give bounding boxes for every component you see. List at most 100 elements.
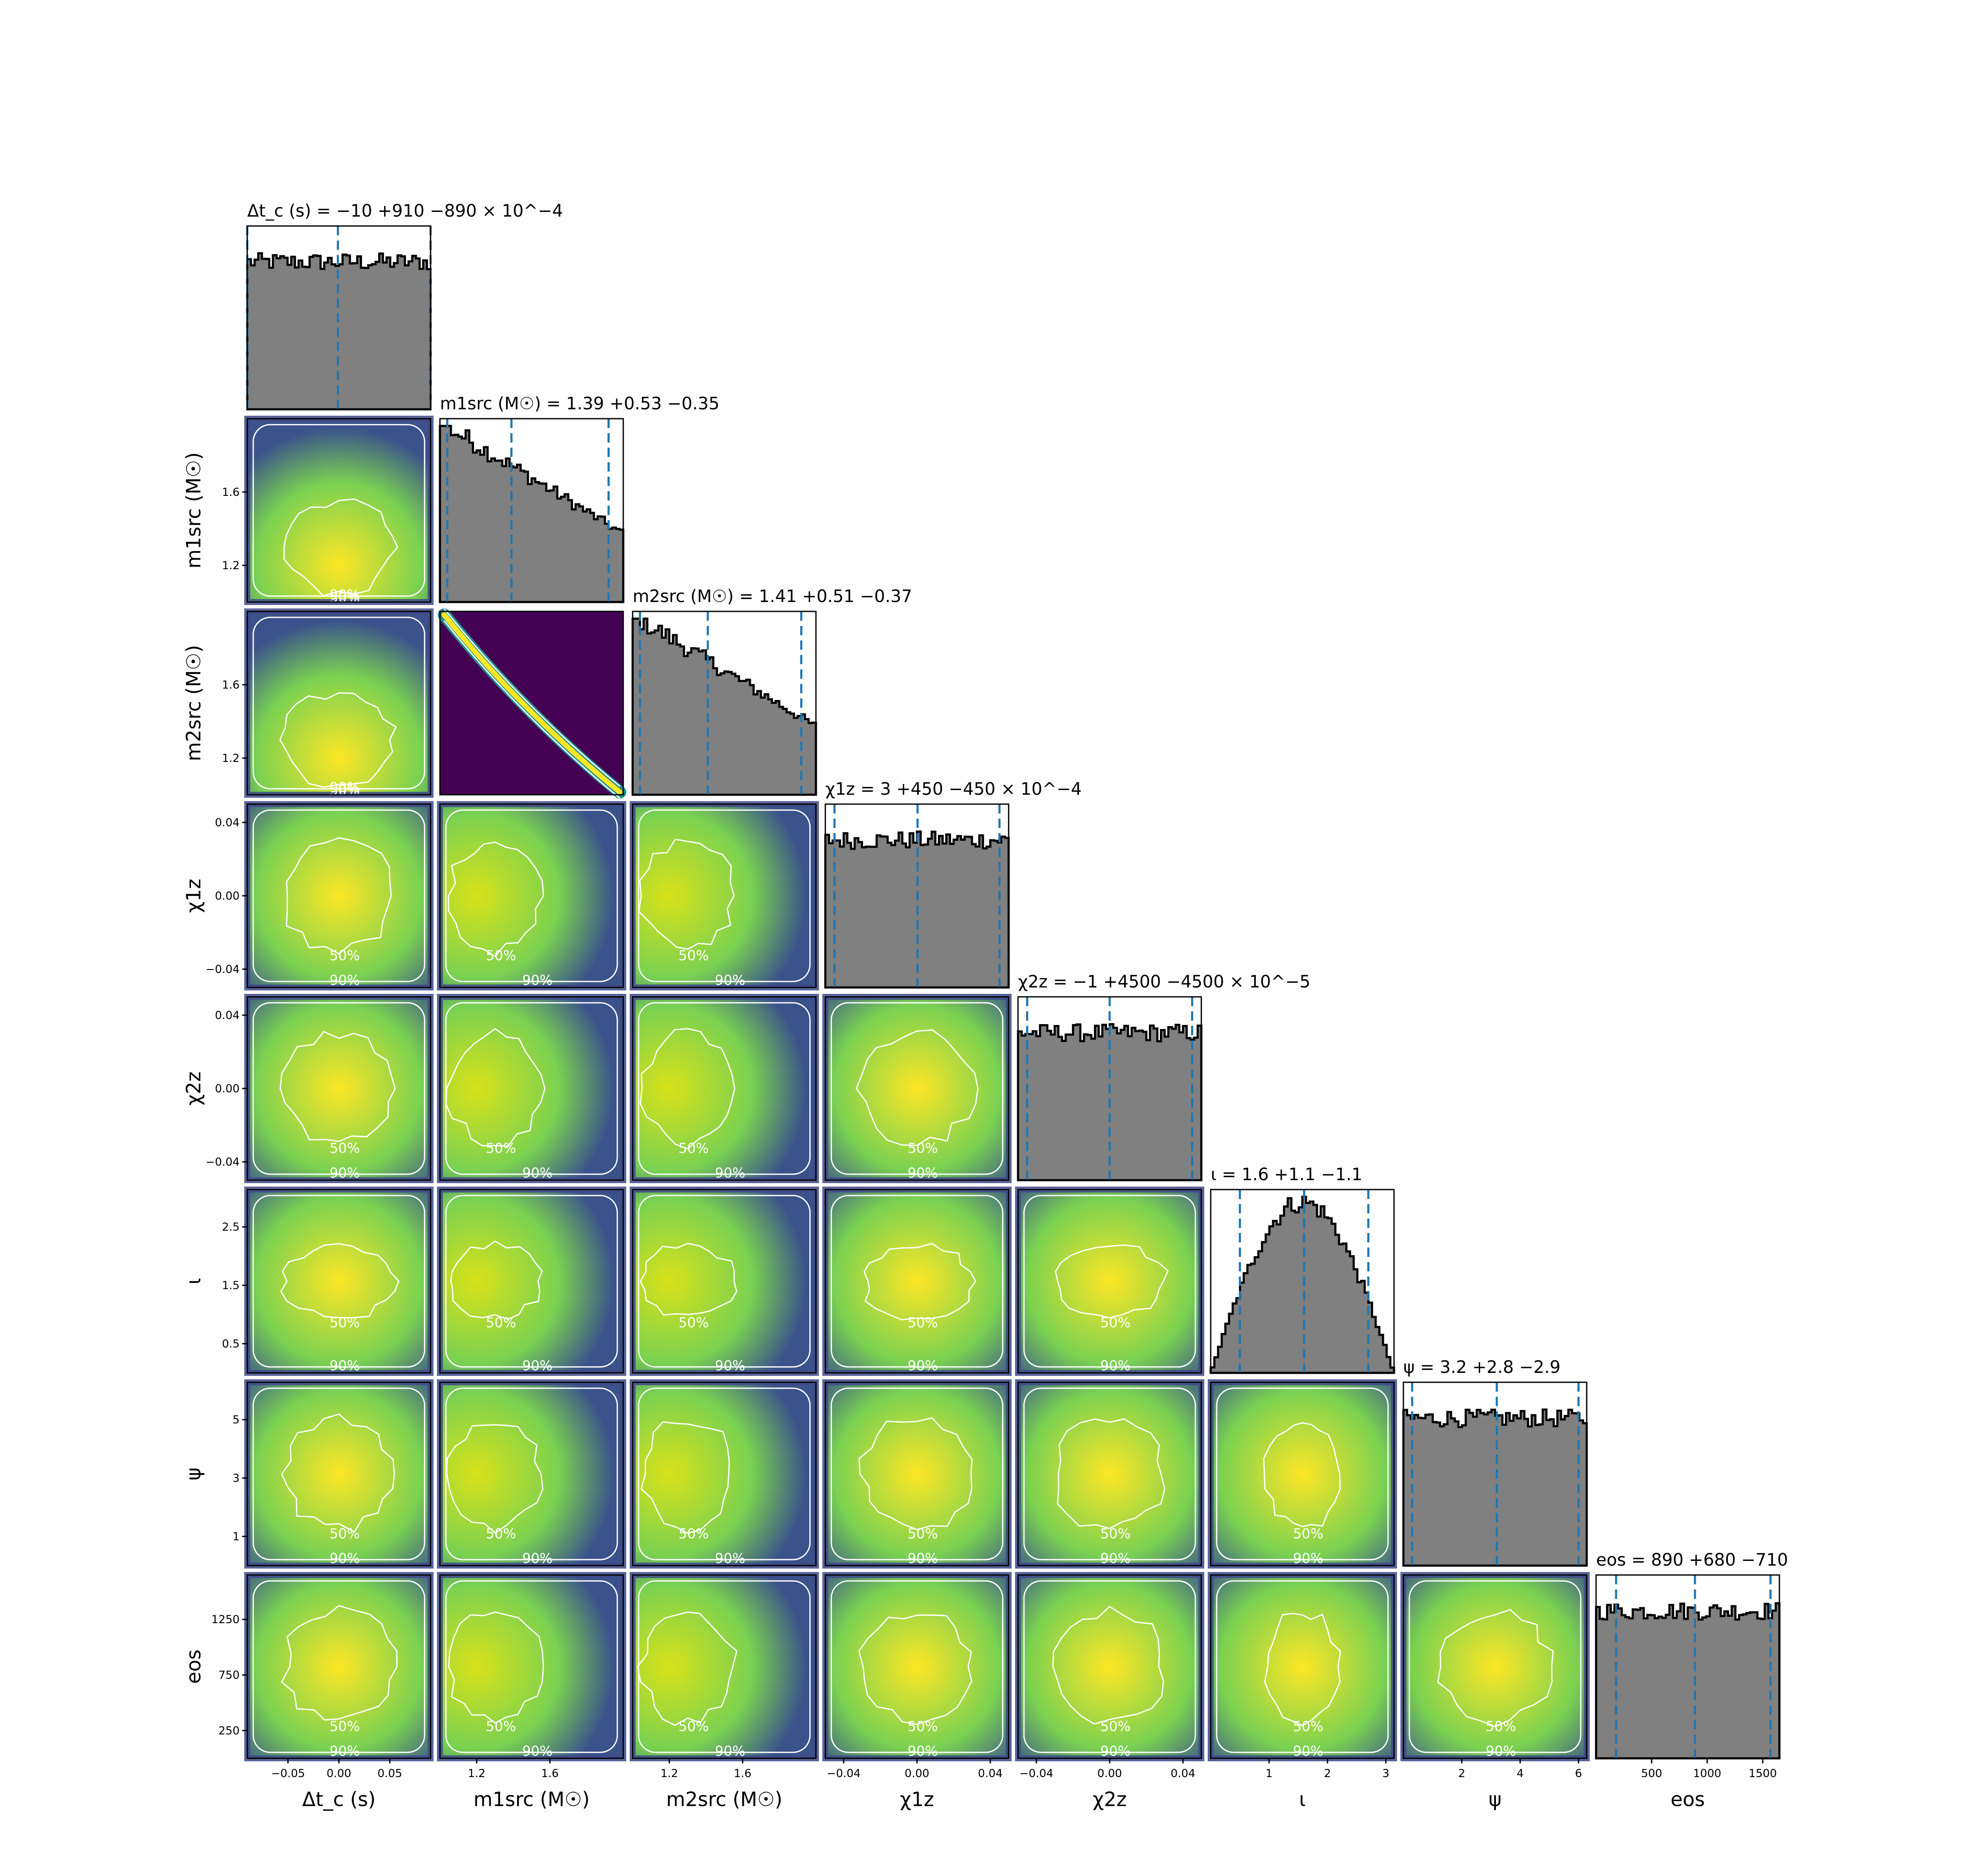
contour-90 — [830, 1002, 1004, 1175]
density-fill — [1211, 1382, 1394, 1566]
hist-title-psi: ψ = 3.2 +2.8 −2.9 — [1403, 1358, 1561, 1377]
density-frame — [439, 611, 624, 796]
density-panel-dtc-iota: 50% 90% — [244, 1187, 434, 1376]
contour-label-90: 90% — [1486, 1743, 1516, 1759]
y-tick-label: 3 — [232, 1472, 240, 1485]
contour-label-50: 50% — [679, 1718, 709, 1734]
contour-50 — [1055, 1244, 1169, 1319]
x-tick-label: 1500 — [1749, 1767, 1777, 1780]
contour-90 — [445, 1387, 618, 1560]
hist-title-eos: eos = 890 +680 −710 — [1596, 1550, 1788, 1570]
y-tick-label: 0.00 — [215, 890, 240, 903]
contour-label-50: 50% — [1100, 1526, 1131, 1542]
density-fill — [1018, 1382, 1201, 1566]
contour-50 — [279, 692, 397, 788]
density-panel-chi1z-eos: 50% 90% — [822, 1572, 1012, 1761]
density-frame — [632, 803, 817, 988]
hist-panel-eos — [1595, 1574, 1781, 1760]
density-panel-m2-psi: 50% 90% — [630, 1379, 819, 1569]
density-panel-m2-chi2z: 50% 90% — [630, 994, 819, 1183]
contour-90 — [252, 617, 425, 790]
contour-label-50: 50% — [486, 1140, 516, 1156]
hist-frame — [824, 803, 1009, 988]
contour-label-50: 50% — [908, 1140, 938, 1156]
x-tick-label: −0.05 — [271, 1767, 305, 1780]
y-tick-label: 2.5 — [222, 1221, 240, 1234]
x-axis-chi1z: −0.04 0.00 0.04 χ1z — [827, 1758, 1003, 1811]
contour-label-90: 90% — [522, 1743, 552, 1759]
density-panel-m2-iota: 50% 90% — [630, 1187, 819, 1376]
contour-label-90: 90% — [522, 1550, 552, 1566]
y-tick-label: 250 — [218, 1725, 240, 1737]
contour-90 — [252, 424, 425, 597]
density-panel-dtc-eos: 50% 90% — [244, 1572, 434, 1761]
density-frame — [246, 418, 431, 603]
contour-label-90: 90% — [1100, 1743, 1131, 1759]
density-fill — [633, 1382, 816, 1566]
contour-label-50: 50% — [679, 1526, 709, 1542]
contour-50 — [286, 837, 392, 955]
x-tick-label: 1.2 — [660, 1767, 678, 1780]
density-panel-chi2z-psi: 50% 90% — [1015, 1379, 1204, 1569]
density-frame — [246, 611, 431, 796]
contour-label-90: 90% — [1293, 1550, 1323, 1566]
contour-label-50: 50% — [908, 1526, 938, 1542]
contour-50 — [279, 1031, 396, 1142]
contour-label-50: 50% — [1486, 1718, 1516, 1734]
hist-frame — [246, 225, 431, 410]
density-panel-iota-psi: 50% 90% — [1208, 1379, 1397, 1569]
contour-label-90: 90% — [908, 1358, 938, 1374]
hist-bars-m2 — [631, 617, 817, 796]
hist-title-iota: ι = 1.6 +1.1 −1.1 — [1211, 1165, 1362, 1184]
contour-label-90: 90% — [522, 972, 552, 988]
contour-50 — [1263, 1422, 1341, 1527]
density-frame — [1017, 1189, 1202, 1374]
x-tick-label: 1000 — [1693, 1767, 1721, 1780]
hist-bars-eos — [1595, 1602, 1781, 1760]
y-axis-label-chi2z: χ2z — [182, 1071, 205, 1106]
density-fill — [440, 1190, 623, 1373]
contour-90 — [638, 1580, 811, 1753]
contour-label-50: 50% — [486, 1314, 516, 1331]
x-axis-m1: 1.2 1.6 m1src (M☉) — [468, 1758, 590, 1811]
hist-frame — [1403, 1381, 1588, 1566]
contour-50 — [856, 1029, 979, 1146]
contour-label-50: 50% — [330, 782, 360, 799]
density-frame — [246, 1189, 431, 1374]
x-axis-label-chi1z: χ1z — [900, 1788, 934, 1811]
x-axis-label-dtc: Δt_c (s) — [302, 1788, 376, 1811]
y-axis-label-chi1z: χ1z — [182, 879, 205, 913]
density-panel-psi-eos: 50% 90% — [1400, 1572, 1590, 1761]
contour-90 — [252, 809, 425, 982]
x-tick-label: −0.04 — [1019, 1767, 1053, 1780]
y-axis-label-m1: m1src (M☉) — [182, 452, 205, 569]
contour-label-90: 90% — [330, 1743, 360, 1759]
contour-90 — [443, 620, 620, 799]
contour-90 — [445, 1580, 618, 1753]
contour-label-90: 90% — [330, 779, 360, 796]
contour-label-90: 90% — [715, 1550, 745, 1566]
density-fill — [247, 611, 431, 795]
contour-50 — [1264, 1613, 1341, 1726]
contour-label-90: 90% — [330, 1165, 360, 1181]
density-frame — [824, 1381, 1009, 1566]
y-tick-label: 0.5 — [222, 1338, 240, 1351]
hist-frame — [1210, 1189, 1395, 1374]
density-frame — [439, 1574, 624, 1759]
density-panel-m1-psi: 50% 90% — [437, 1379, 626, 1569]
density-panel-m1-m2 — [438, 608, 626, 799]
hist-panel-iota — [1209, 1189, 1395, 1374]
density-ridge-core — [442, 612, 622, 795]
y-tick-label: 1.6 — [222, 679, 240, 692]
contour-90 — [830, 1580, 1004, 1753]
contour-label-50: 50% — [908, 1314, 938, 1331]
contour-90 — [252, 1002, 425, 1175]
contour-label-50: 50% — [1100, 1718, 1131, 1734]
hist-frame — [1017, 996, 1202, 1181]
contour-50 — [281, 1413, 395, 1533]
density-panel-iota-eos: 50% 90% — [1208, 1572, 1397, 1761]
contour-label-90: 90% — [1100, 1358, 1131, 1374]
density-panel-m1-chi2z: 50% 90% — [437, 994, 626, 1183]
contour-50 — [637, 1611, 738, 1726]
